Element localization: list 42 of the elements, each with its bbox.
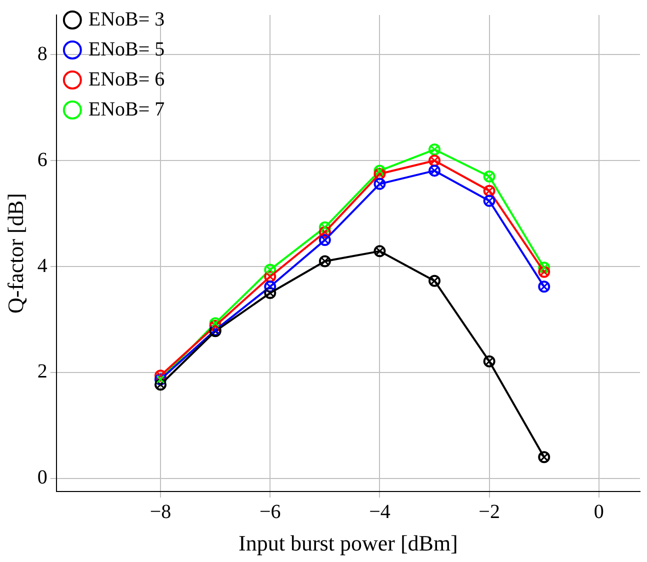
legend-label: ENoB= 3 [88,8,165,30]
point [318,226,331,238]
point [428,274,441,287]
point [154,378,167,391]
point [264,270,276,283]
x-axis-title: Input burst power [dBm] [238,530,458,556]
legend-label: ENoB= 6 [88,68,165,90]
point [483,170,496,183]
point [264,287,276,300]
point [264,264,276,276]
point [374,245,386,258]
x-tick-label: −4 [369,500,390,523]
legend-label: ENoB= 5 [88,38,165,60]
y-axis-title: Q-factor [dB] [2,193,28,314]
point [428,164,441,177]
point [483,184,496,197]
point [428,144,441,156]
point [318,221,331,234]
point [538,262,550,274]
point [483,194,496,207]
y-tick-label: 6 [37,148,48,171]
point [318,234,331,246]
y-tick-label: 8 [37,42,48,65]
x-tick-label: −2 [478,500,500,523]
y-tick-label: 4 [37,254,48,277]
point [318,255,331,268]
x-tick-label: 0 [594,500,604,523]
x-tick-label: −6 [259,500,281,523]
x-tick-label: −8 [150,500,172,523]
point [264,280,276,293]
point [483,355,496,368]
point [538,451,550,464]
y-tick-label: 2 [37,360,48,383]
point [538,266,550,278]
point [154,370,167,382]
point [374,164,386,177]
point [374,178,386,190]
point [428,154,441,167]
legend-label: ENoB= 7 [88,98,165,120]
y-tick-label: 0 [37,466,48,489]
point [374,168,386,180]
point [538,280,550,293]
